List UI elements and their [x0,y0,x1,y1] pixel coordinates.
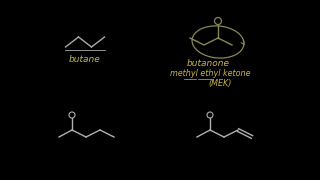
Circle shape [214,17,221,24]
Circle shape [69,112,75,118]
Text: (MEK): (MEK) [208,79,232,88]
Text: methyl ethyl ketone: methyl ethyl ketone [170,69,250,78]
Text: butanone: butanone [187,59,229,68]
Text: butane: butane [69,55,101,64]
Circle shape [207,112,213,118]
